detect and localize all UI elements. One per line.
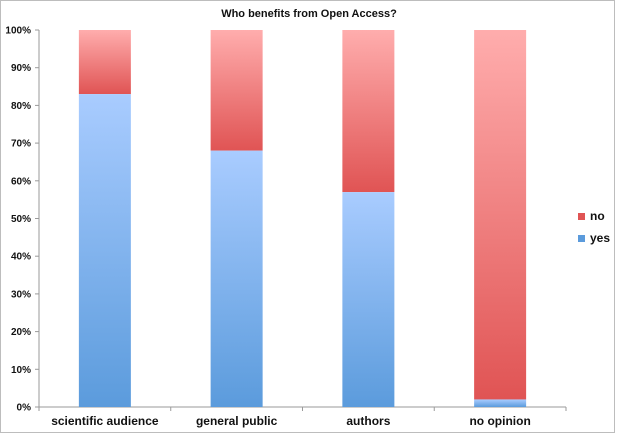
x-category-label: general public xyxy=(196,414,278,428)
x-category-label: authors xyxy=(346,414,390,428)
legend: no yes xyxy=(578,209,610,245)
y-tick-label: 30% xyxy=(11,289,31,300)
y-tick-label: 60% xyxy=(11,176,31,187)
y-tick-label: 100% xyxy=(5,26,31,37)
bar-segment-yes xyxy=(474,399,527,407)
y-tick-label: 90% xyxy=(11,63,31,74)
legend-swatch xyxy=(578,235,585,242)
y-tick-label: 70% xyxy=(11,139,31,150)
legend-swatch xyxy=(578,213,585,220)
x-axis: scientific audience general public authors… xyxy=(38,406,567,428)
x-category-label: scientific audience xyxy=(51,414,159,428)
bar-segment-yes xyxy=(342,192,395,407)
legend-label: yes xyxy=(590,231,610,245)
y-tick-label: 80% xyxy=(11,101,31,112)
bar-segment-no xyxy=(474,30,527,400)
y-tick-label: 20% xyxy=(11,327,31,338)
y-tick-label: 10% xyxy=(11,365,31,376)
bar-segment-yes xyxy=(78,94,131,407)
y-axis: 0% 10% 20% 30% 40% 50% 60% 70% 80% 90% 100% xyxy=(5,26,40,414)
bar-segment-no xyxy=(342,30,395,193)
chart-title: Who benefits from Open Access? xyxy=(221,8,397,20)
y-tick-label: 0% xyxy=(17,403,32,414)
y-tick-label: 40% xyxy=(11,252,31,263)
bar-segment-no xyxy=(210,30,263,151)
bar-series xyxy=(78,30,527,407)
y-tick-label: 50% xyxy=(11,214,31,225)
bar-segment-no xyxy=(78,30,131,95)
x-category-label: no opinion xyxy=(469,414,530,428)
legend-label: no xyxy=(590,209,605,223)
bar-segment-yes xyxy=(210,150,263,407)
